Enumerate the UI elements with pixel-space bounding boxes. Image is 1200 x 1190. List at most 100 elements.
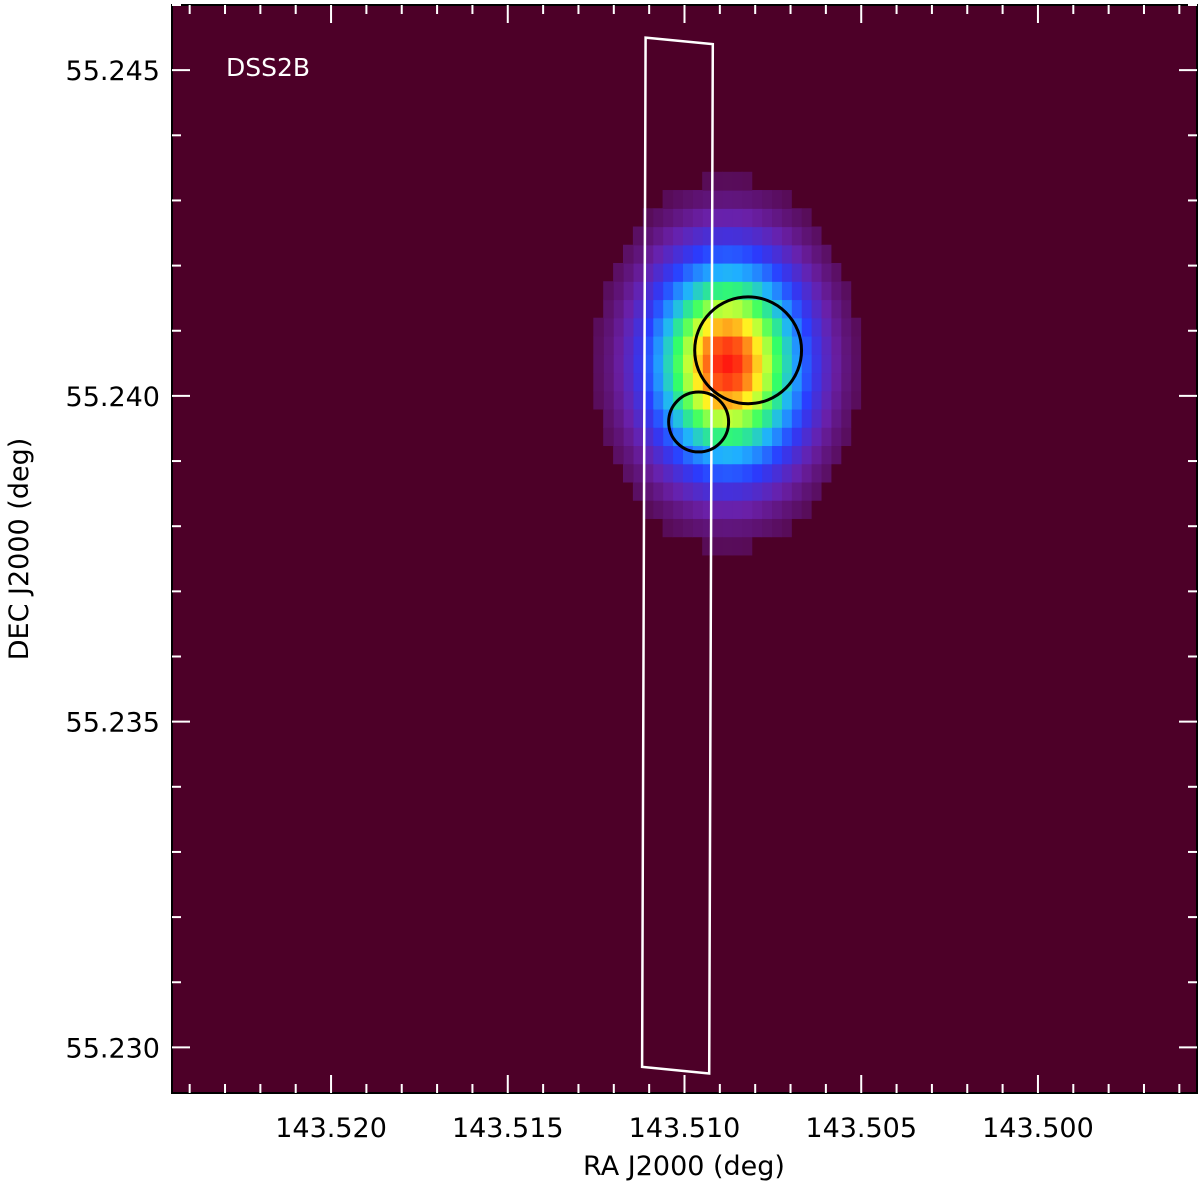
image-pixel (741, 500, 753, 519)
image-pixel (652, 408, 664, 428)
image-pixel (801, 390, 812, 410)
image-pixel (623, 408, 634, 428)
image-pixel (791, 390, 802, 410)
image-pixel (662, 208, 674, 228)
image-pixel (840, 372, 852, 392)
image-pixel (820, 372, 832, 392)
image-pixel (702, 171, 713, 191)
image-pixel (702, 281, 713, 301)
image-pixel (761, 445, 773, 465)
image-pixel (751, 481, 763, 501)
image-pixel (702, 262, 713, 282)
image-pixel (801, 281, 812, 301)
image-pixel (662, 354, 674, 374)
image-pixel (731, 299, 743, 319)
image-pixel (652, 445, 664, 465)
image-pixel (820, 354, 832, 374)
y-tick-labels: 55.230 55.235 55.240 55.245 (66, 56, 160, 1064)
image-pixel (731, 244, 743, 264)
image-pixel (791, 481, 802, 501)
image-pixel (603, 335, 614, 355)
image-pixel (712, 354, 723, 374)
image-pixel (642, 262, 654, 282)
image-pixel (692, 335, 703, 355)
image-pixel (642, 427, 654, 447)
image-pixel (781, 481, 792, 501)
image-pixel (702, 500, 713, 519)
image-pixel (623, 390, 634, 410)
image-pixel (761, 372, 773, 392)
image-pixel (682, 463, 693, 483)
image-pixel (623, 427, 634, 447)
image-pixel (623, 317, 634, 337)
image-pixel (830, 299, 842, 319)
image-pixel (712, 500, 723, 519)
image-pixel (712, 299, 723, 319)
image-pixel (712, 372, 723, 392)
image-pixel (603, 317, 614, 337)
image-pixel (751, 354, 763, 374)
image-pixel (613, 445, 624, 465)
image-pixel (791, 445, 802, 465)
image-pixel (662, 463, 674, 483)
image-pixel (830, 445, 842, 465)
image-pixel (613, 372, 624, 392)
image-pixel (840, 335, 852, 355)
image-pixel (741, 262, 753, 282)
image-pixel (721, 299, 733, 319)
image-pixel (771, 226, 782, 246)
image-pixel (761, 299, 773, 319)
x-axis-title: RA J2000 (deg) (583, 1151, 785, 1182)
image-pixel (820, 335, 832, 355)
image-pixel (721, 262, 733, 282)
image-pixel (593, 335, 604, 355)
image-pixel (850, 372, 862, 392)
image-pixel (672, 299, 683, 319)
image-pixel (692, 463, 703, 483)
image-pixel (702, 335, 713, 355)
tick-layer (172, 4, 1197, 1093)
aperture-layer (667, 295, 804, 454)
image-pixel (751, 500, 763, 519)
y-tick-label: 55.240 (66, 382, 160, 413)
image-pixel (692, 190, 703, 209)
image-pixel (761, 335, 773, 355)
image-pixel (801, 226, 812, 246)
image-pixel (801, 335, 812, 355)
image-pixel (801, 354, 812, 374)
image-pixel (771, 408, 782, 428)
image-pixel (741, 208, 753, 228)
image-pixel (712, 317, 723, 337)
image-pixel (840, 317, 852, 337)
image-pixel (751, 190, 763, 209)
image-pixel (623, 262, 634, 282)
image-pixel (731, 335, 743, 355)
image-pixel (741, 372, 753, 392)
image-pixel (662, 481, 674, 501)
image-pixel (820, 390, 832, 410)
y-axis-title: DEC J2000 (deg) (4, 438, 35, 661)
image-pixel (731, 445, 743, 465)
image-pixel (781, 372, 792, 392)
image-pixel (632, 481, 644, 501)
image-pixel (692, 390, 703, 410)
image-pixel (731, 262, 743, 282)
image-pixel (761, 408, 773, 428)
image-pixel (682, 445, 693, 465)
image-pixel (623, 335, 634, 355)
image-pixel (791, 463, 802, 483)
image-pixel (721, 500, 733, 519)
image-pixel (781, 500, 792, 519)
image-pixel (791, 244, 802, 264)
image-pixel (613, 299, 624, 319)
aperture-circle-2 (667, 390, 731, 454)
image-pixel (761, 208, 773, 228)
image-pixel (801, 481, 812, 501)
image-pixel (850, 335, 862, 355)
image-pixel (712, 171, 723, 191)
image-pixel (682, 427, 693, 447)
image-pixel (632, 262, 644, 282)
image-pixel (801, 262, 812, 282)
image-pixel (642, 408, 654, 428)
image-pixel (801, 208, 812, 228)
